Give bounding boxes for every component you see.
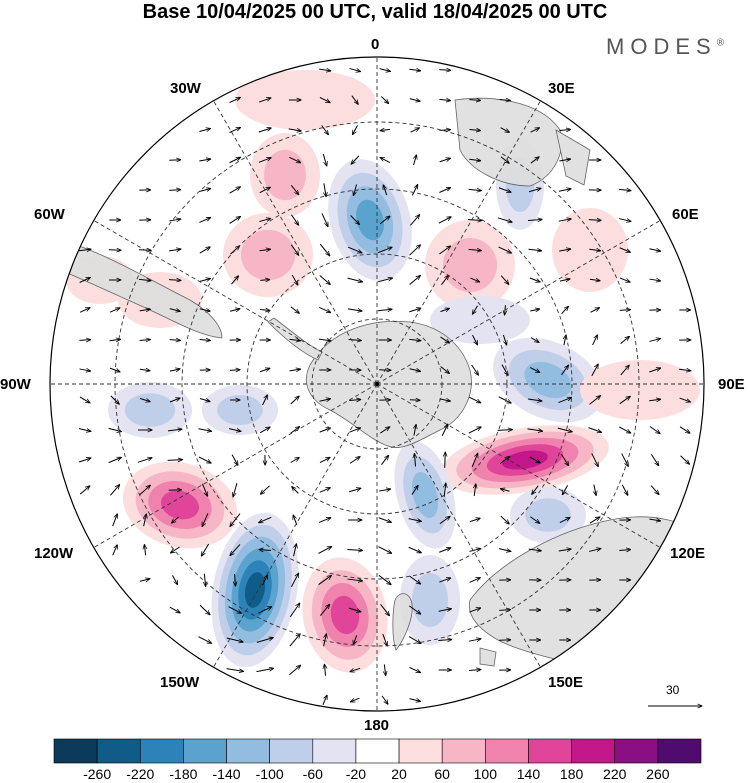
lon-label-90e: 90E (718, 376, 745, 393)
wind-vectors (78, 68, 691, 704)
colorbar-tick-label: -100 (255, 766, 284, 782)
modes-logo: MODES® (606, 34, 725, 59)
lon-label-0: 0 (371, 36, 380, 53)
reference-vector-label: 30 (666, 683, 680, 697)
colorbar-tick-label: -140 (212, 766, 241, 782)
colorbar-tick-label: -20 (345, 766, 367, 782)
colorbar-tick-label: 180 (559, 766, 584, 782)
anomaly-field (66, 70, 700, 673)
lon-label-90w: 90W (0, 376, 31, 393)
lon-label-60e: 60E (672, 206, 699, 223)
map-title: Base 10/04/2025 00 UTC, valid 18/04/2025… (142, 1, 608, 23)
colorbar-tick-label: 220 (603, 766, 627, 782)
colorbar (53, 738, 702, 764)
lon-label-150w: 150W (160, 674, 200, 691)
lon-label-30w: 30W (170, 80, 201, 97)
map-boundary (49, 56, 705, 712)
colorbar-tick-label: -220 (126, 766, 155, 782)
colorbar-tick-label: 100 (473, 766, 498, 782)
colorbar-tick-label: 20 (391, 766, 407, 782)
colorbar-tick-label: -60 (302, 766, 323, 782)
colorbar-tick-label: 140 (516, 766, 541, 782)
lon-label-120e: 120E (670, 545, 706, 562)
colorbar-tick-label: -260 (83, 766, 112, 782)
lon-label-180: 180 (364, 717, 390, 734)
lon-label-150e: 150E (548, 674, 584, 691)
graticule (50, 57, 704, 711)
lon-label-120w: 120W (34, 545, 74, 562)
colorbar-tick-label: -180 (169, 766, 198, 782)
lon-label-30e: 30E (548, 80, 575, 97)
lon-label-60w: 60W (34, 206, 65, 223)
colorbar-tick-label: 60 (434, 766, 450, 782)
colorbar-tick-label: 260 (646, 766, 670, 782)
